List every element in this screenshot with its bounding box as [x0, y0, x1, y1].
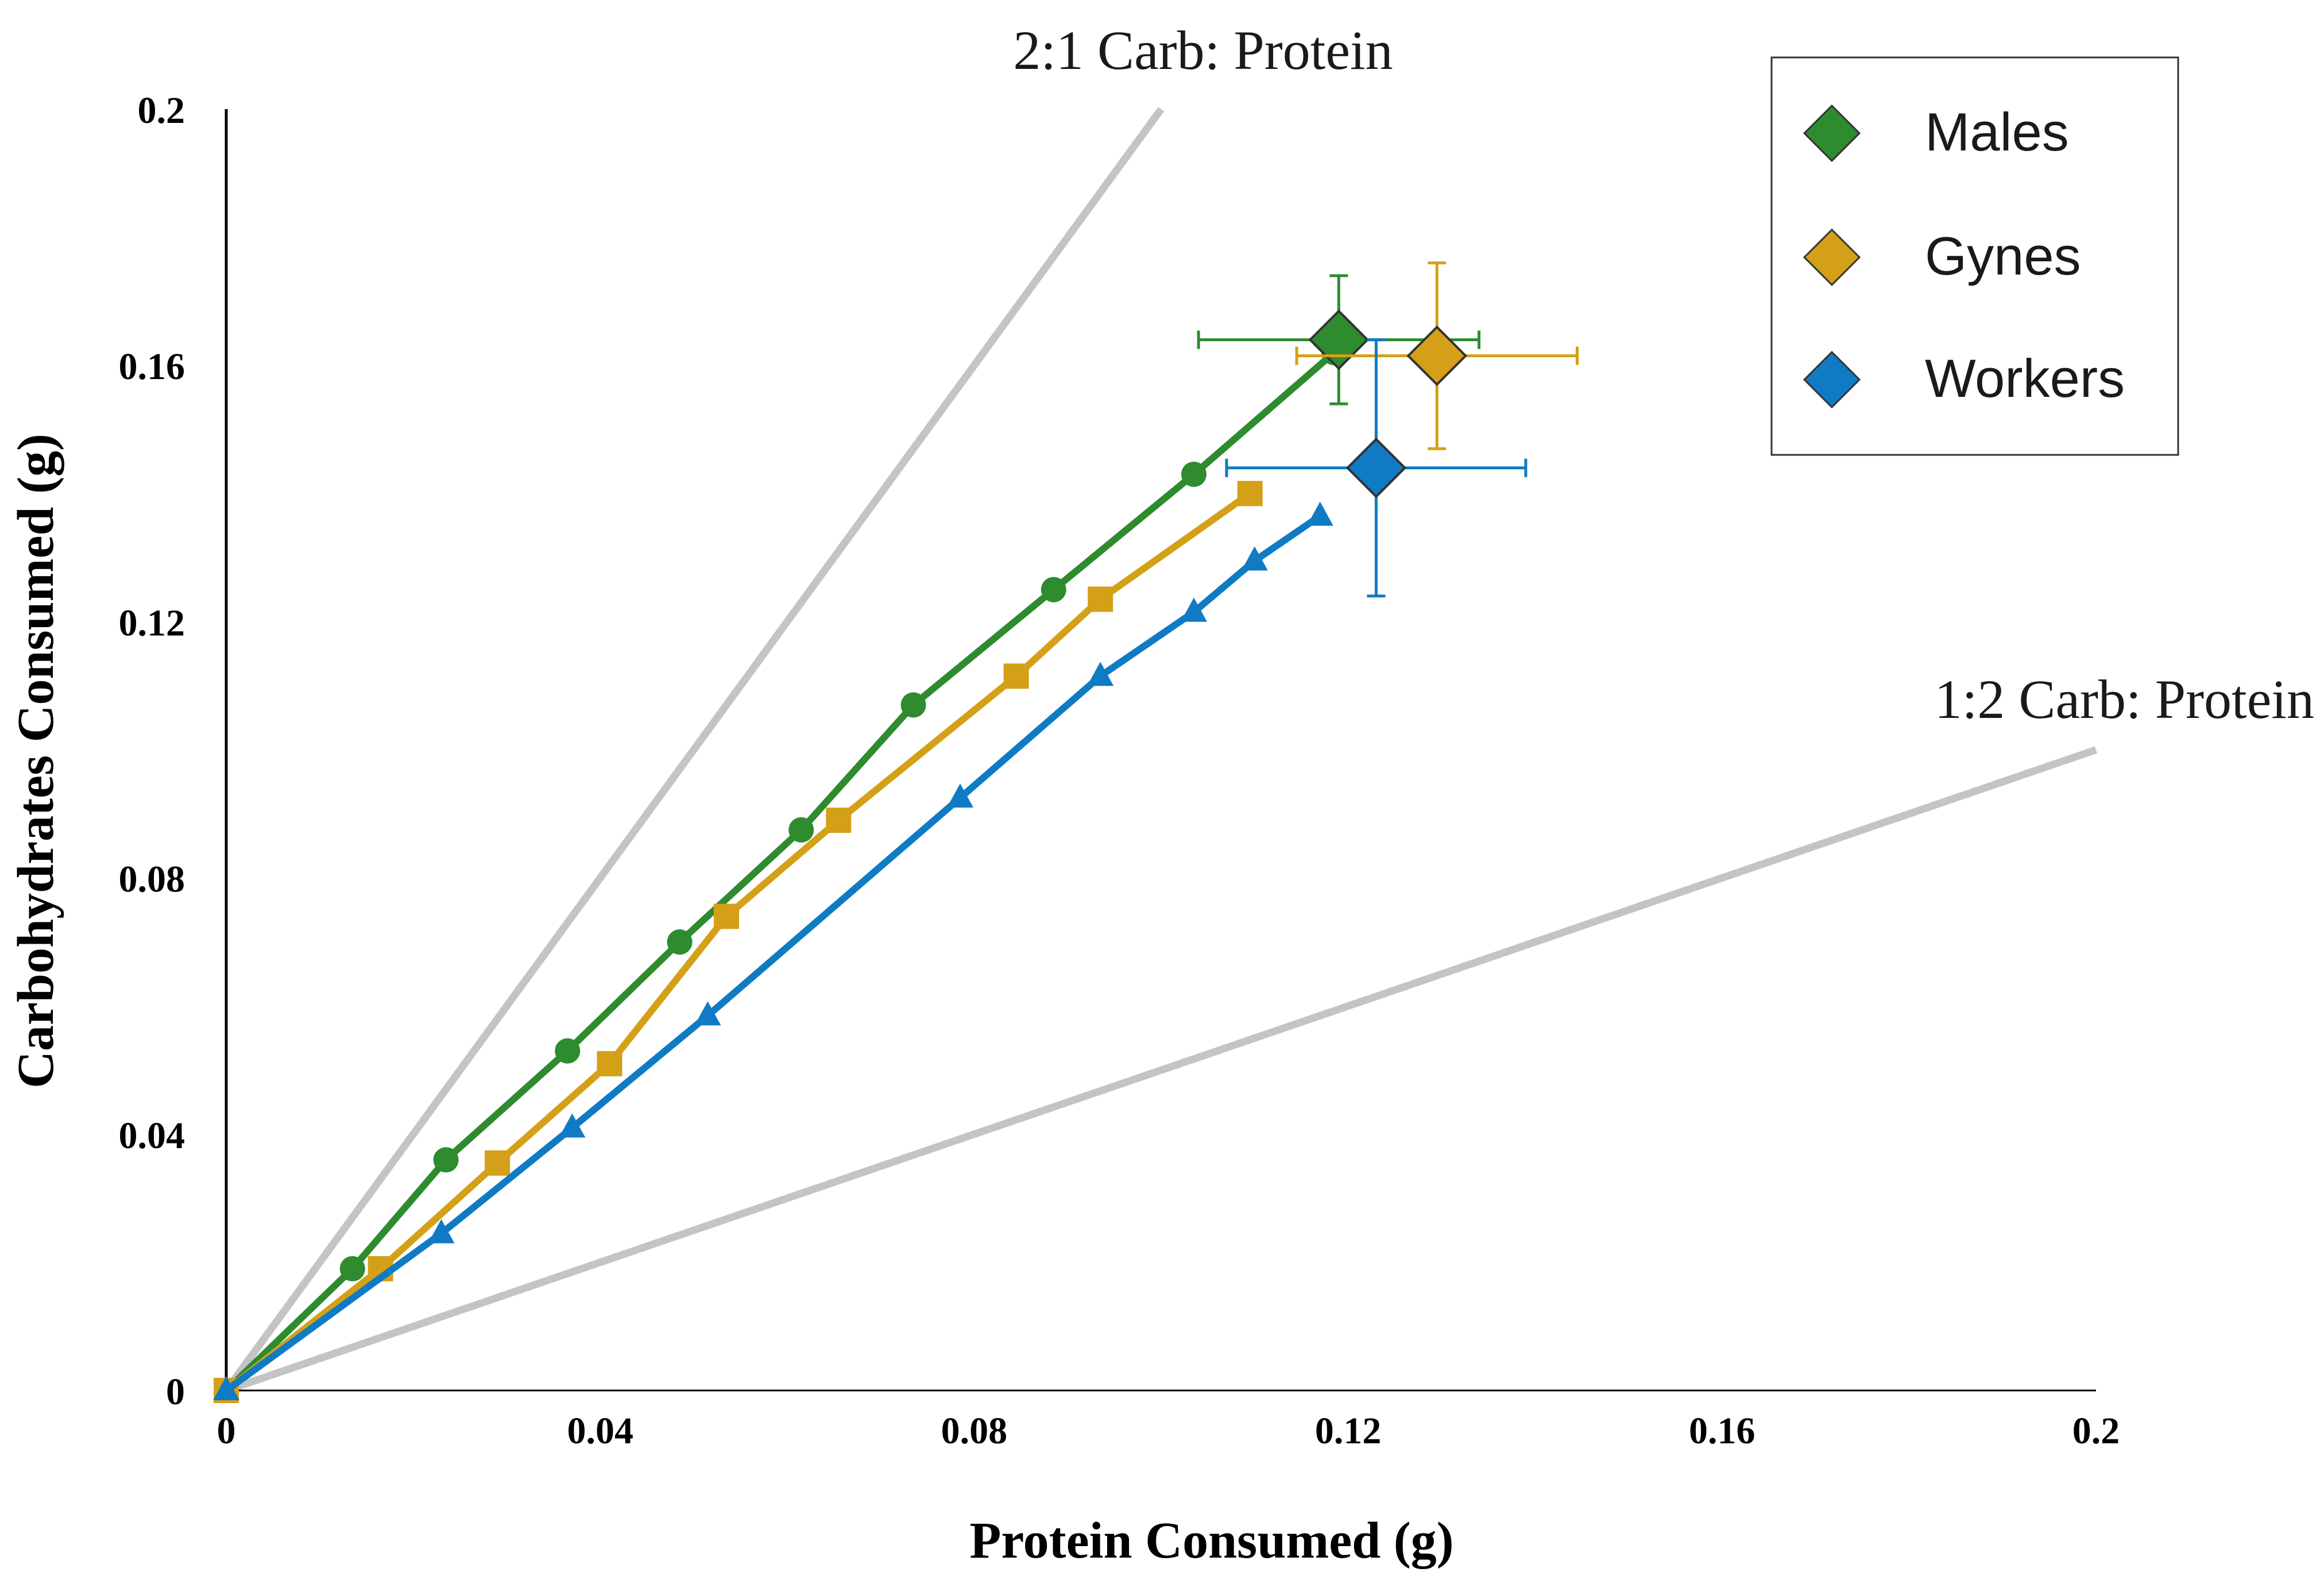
- y-tick-label: 0.12: [119, 602, 185, 644]
- y-tick-label: 0: [166, 1371, 185, 1413]
- series-workers: [213, 501, 1333, 1400]
- data-point-workers: [1087, 662, 1114, 686]
- mean-gynes: [1295, 261, 1579, 450]
- ratio-label-2-1: 2:1 Carb: Protein: [1013, 20, 1393, 81]
- x-tick-label: 0: [217, 1410, 236, 1452]
- series-gynes: [214, 481, 1263, 1403]
- data-series: [213, 339, 1347, 1403]
- reference-lines: [223, 107, 2098, 1394]
- y-axis-title: Carbohydrates Consumed (g): [7, 434, 64, 1088]
- data-point-males: [1041, 577, 1066, 602]
- y-tick-label: 0.08: [119, 859, 185, 901]
- data-point-males: [667, 929, 693, 955]
- data-point-males: [900, 692, 926, 718]
- legend-label-workers: Workers: [1925, 348, 2125, 408]
- data-point-workers: [559, 1113, 586, 1138]
- mean-markers: [1197, 261, 1579, 598]
- data-point-workers: [1180, 597, 1207, 622]
- data-point-males: [1181, 461, 1207, 487]
- data-point-workers: [213, 1376, 239, 1400]
- legend-marker-gynes: [1803, 228, 1861, 287]
- data-point-males: [555, 1038, 581, 1064]
- mean-marker-gynes: [1406, 325, 1468, 387]
- ratio-label-1-2: 1:2 Carb: Protein: [1935, 669, 2314, 730]
- mean-workers: [1225, 338, 1528, 598]
- tick-labels: 0 0.04 0.08 0.12 0.16 0.2 0 0.04 0.08 0.12 0.16 0.2: [119, 90, 2120, 1452]
- x-tick-label: 0.12: [1315, 1410, 1382, 1452]
- data-point-gynes: [597, 1051, 622, 1077]
- y-tick-label: 0.2: [138, 90, 185, 132]
- data-point-gynes: [1088, 586, 1113, 612]
- axes: [225, 109, 2096, 1392]
- data-point-workers: [694, 1001, 721, 1026]
- data-point-gynes: [1237, 481, 1263, 507]
- legend: Males Gynes Workers: [1770, 56, 2179, 456]
- reference-line-1-2: [225, 746, 2098, 1394]
- legend-marker-males: [1803, 104, 1861, 163]
- series-line-males: [223, 350, 1337, 1393]
- x-tick-label: 0.16: [1689, 1410, 1755, 1452]
- mean-marker-workers: [1345, 437, 1407, 499]
- data-point-males: [788, 817, 814, 843]
- series-line-gynes: [224, 490, 1252, 1393]
- mean-marker-males: [1308, 309, 1370, 370]
- y-tick-label: 0.04: [119, 1115, 185, 1157]
- reference-line-2-1: [223, 107, 1165, 1393]
- data-point-gynes: [485, 1150, 511, 1176]
- data-point-males: [433, 1147, 459, 1173]
- data-point-workers: [1241, 546, 1268, 571]
- legend-label-males: Males: [1925, 102, 2069, 162]
- x-axis-title: Protein Consumed (g): [969, 1512, 1453, 1569]
- x-tick-label: 0.08: [941, 1410, 1008, 1452]
- legend-label-gynes: Gynes: [1925, 226, 2081, 286]
- data-point-gynes: [826, 808, 852, 833]
- legend-marker-workers: [1803, 350, 1861, 409]
- x-tick-label: 0.04: [567, 1410, 633, 1452]
- data-point-gynes: [1003, 663, 1029, 689]
- data-point-workers: [946, 783, 973, 808]
- data-point-males: [339, 1256, 365, 1282]
- y-tick-label: 0.16: [119, 346, 185, 388]
- data-point-workers: [1306, 501, 1333, 526]
- x-tick-label: 0.2: [2072, 1410, 2120, 1452]
- data-point-gynes: [713, 903, 739, 929]
- data-point-workers: [428, 1219, 455, 1243]
